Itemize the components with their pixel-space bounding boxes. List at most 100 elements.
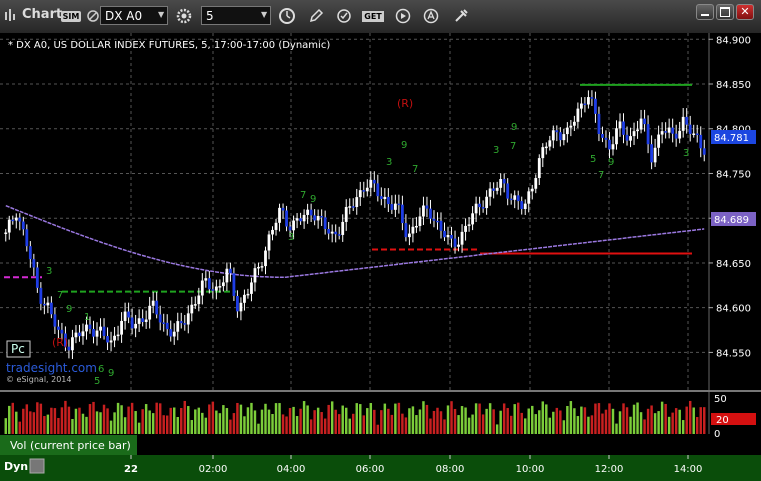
sim-icon[interactable]: SIM — [60, 5, 82, 27]
volume-tick-0: 0 — [714, 429, 720, 440]
volume-bar — [57, 418, 60, 434]
candle-up — [551, 130, 555, 141]
pencil-icon[interactable] — [305, 5, 327, 27]
volume-bar — [636, 402, 639, 434]
refresh-icon[interactable] — [333, 5, 355, 27]
volume-bar — [81, 413, 85, 434]
volume-bar — [204, 417, 208, 434]
volume-bar — [285, 416, 288, 434]
time-tick-label: 12:00 — [595, 464, 624, 475]
maximize-icon[interactable] — [716, 4, 734, 20]
candle-up — [369, 179, 373, 188]
volume-bar — [569, 401, 573, 434]
volume-bar — [123, 417, 127, 434]
symbol-dropdown-icon[interactable]: ▼ — [158, 10, 165, 19]
volume-bar — [288, 408, 292, 434]
get-icon[interactable]: GET — [362, 5, 384, 27]
volume-bar — [330, 401, 334, 434]
volume-bar — [608, 403, 611, 434]
candle-up — [341, 221, 345, 235]
clock-icon[interactable] — [276, 5, 298, 27]
volume-bar — [67, 406, 71, 434]
title-bar: Chart SIM DX A0 ▼ 5 ▼ GET ✕ — [0, 0, 761, 34]
volume-bar — [541, 401, 545, 434]
candle-down — [625, 134, 629, 141]
alert-icon[interactable] — [420, 5, 442, 27]
volume-bar — [538, 410, 541, 434]
chart-title-icon — [4, 8, 16, 21]
volume-bar — [99, 412, 102, 434]
candle-up — [611, 144, 615, 150]
candle-up — [464, 225, 467, 232]
volume-bar — [299, 408, 302, 434]
volume-bar — [439, 411, 443, 434]
minimize-icon[interactable] — [696, 4, 714, 20]
candle-up — [253, 268, 257, 283]
volume-bar — [446, 405, 450, 434]
volume-bar — [657, 411, 660, 434]
candle-up — [46, 302, 50, 306]
volume-bar — [576, 416, 580, 434]
level-lines — [4, 83, 692, 293]
price-tick-label: 84.850 — [716, 80, 751, 91]
candle-down — [169, 329, 173, 337]
candle-down — [481, 207, 485, 209]
interval-input[interactable]: 5 — [201, 6, 271, 25]
candle-down — [597, 113, 601, 134]
candle-down — [404, 223, 408, 238]
volume-tick-50: 50 — [714, 394, 727, 405]
scroll-options-icon[interactable] — [29, 458, 45, 474]
candle-down — [429, 208, 432, 219]
volume-bar — [106, 408, 109, 434]
volume-current-badge — [711, 413, 756, 425]
tools-icon[interactable] — [450, 5, 472, 27]
candle-up — [565, 127, 569, 135]
play-icon[interactable] — [392, 5, 414, 27]
candle-down — [492, 188, 496, 191]
volume-bar — [8, 405, 11, 434]
candle-up — [348, 206, 352, 208]
current-price-value: 84.781 — [714, 133, 749, 144]
candle-up — [513, 195, 517, 200]
gear-icon[interactable] — [173, 5, 195, 27]
candle-down — [236, 295, 239, 312]
volume-bar — [116, 402, 120, 434]
pc-box[interactable] — [6, 340, 31, 358]
get-label: GET — [362, 10, 384, 22]
candle-up — [116, 334, 120, 337]
volume-bar — [162, 415, 165, 434]
window-title: Chart — [22, 7, 63, 22]
volume-bar — [369, 403, 373, 434]
volume-bar — [148, 410, 151, 434]
link-icon[interactable] — [82, 5, 104, 27]
sequence-count-label: 3 — [46, 266, 52, 277]
candle-down — [450, 234, 453, 239]
volume-bar — [667, 416, 671, 434]
volume-bar — [587, 416, 590, 434]
volume-bar — [611, 408, 615, 434]
volume-bar — [555, 407, 559, 434]
candle-down — [650, 144, 653, 163]
volume-bar — [692, 407, 695, 434]
volume-bar — [222, 405, 225, 434]
symbol-input[interactable]: DX A0 — [100, 6, 168, 25]
interval-dropdown-icon[interactable]: ▼ — [261, 10, 268, 19]
time-axis[interactable]: 22 02:00 04:00 06:00 08:00 10:00 12:00 14:00 — [124, 455, 702, 475]
volume-bar — [180, 408, 183, 434]
candle-up — [186, 313, 190, 325]
candle-up — [190, 304, 194, 314]
time-tick-label: 08:00 — [436, 464, 465, 475]
volume-bar — [323, 418, 327, 434]
volume-bar — [278, 403, 281, 434]
volume-bar — [653, 413, 657, 434]
price-tick-label: 84.650 — [716, 259, 751, 270]
candle-up — [523, 203, 527, 210]
volume-bar — [39, 403, 43, 434]
close-icon[interactable]: ✕ — [736, 4, 754, 20]
volume-label-box[interactable] — [0, 435, 137, 455]
volume-bar — [594, 403, 597, 434]
volume-bar — [218, 413, 222, 434]
candle-up — [548, 140, 552, 147]
